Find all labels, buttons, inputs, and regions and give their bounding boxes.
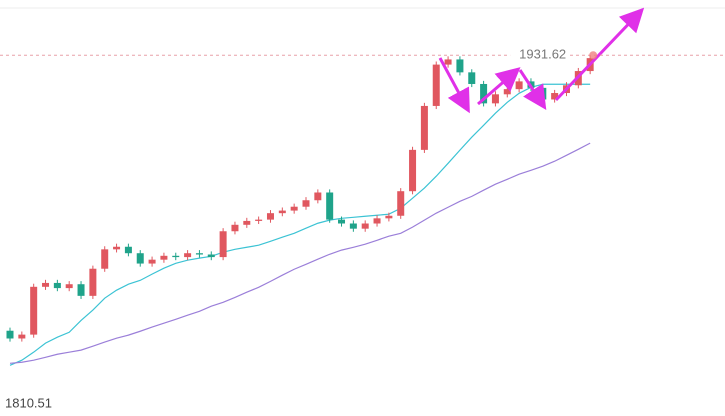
candle-body: [231, 224, 239, 232]
candle-body: [42, 282, 50, 287]
price-labels: 1931.62 1810.51: [0, 46, 725, 410]
annotation-arrows: [438, 7, 645, 114]
candle-body: [432, 64, 440, 106]
candle-body: [539, 87, 547, 100]
candle-body: [302, 200, 310, 207]
candle-body: [361, 223, 369, 229]
max-price-label: 1931.62: [519, 47, 566, 62]
candle-body: [184, 253, 192, 258]
candle-body: [160, 255, 168, 260]
moving-average-line: [9, 142, 591, 364]
candle-body: [385, 215, 393, 219]
candle-body: [207, 254, 215, 258]
candle-body: [397, 191, 405, 216]
candle-body: [30, 286, 38, 335]
candle-body: [124, 246, 132, 254]
candle-body: [266, 213, 274, 220]
candle-body: [136, 253, 144, 264]
candle-body: [480, 83, 488, 104]
candle-body: [77, 284, 85, 296]
candle-body: [195, 253, 203, 255]
min-price-label: 1810.51: [5, 395, 52, 410]
moving-average-line: [9, 83, 591, 366]
candle-body: [290, 206, 298, 211]
current-marker: [589, 51, 598, 60]
candles: [6, 55, 594, 342]
candle-body: [255, 219, 263, 221]
candle-body: [89, 268, 97, 296]
candle-body: [338, 219, 346, 224]
candle-body: [551, 93, 559, 100]
arrow: [554, 7, 645, 102]
candle-body: [409, 149, 417, 192]
arrow: [438, 57, 470, 114]
arrow: [518, 69, 547, 111]
candle-body: [373, 218, 381, 224]
candle-body: [503, 89, 511, 95]
candle-body: [6, 330, 14, 339]
candle-body: [219, 231, 227, 258]
label-background: [510, 46, 569, 65]
candle-body: [326, 192, 334, 220]
candle-body: [101, 249, 109, 269]
candle-body: [515, 81, 523, 90]
candle-body: [278, 210, 286, 214]
arrow: [477, 67, 521, 106]
candle-body: [65, 284, 73, 289]
candle-body: [456, 59, 464, 73]
candle-body: [444, 59, 452, 65]
candle-body: [172, 255, 180, 258]
moving-averages: [9, 83, 591, 366]
candle-body: [148, 259, 156, 264]
candle-body: [53, 282, 61, 289]
candle-body: [420, 105, 428, 150]
candle-body: [113, 246, 121, 250]
candle-body: [468, 72, 476, 84]
candle-body: [349, 223, 357, 229]
candle-body: [243, 220, 251, 225]
candle-body: [314, 192, 322, 201]
candle-body: [491, 94, 499, 104]
candle-body: [18, 334, 26, 339]
